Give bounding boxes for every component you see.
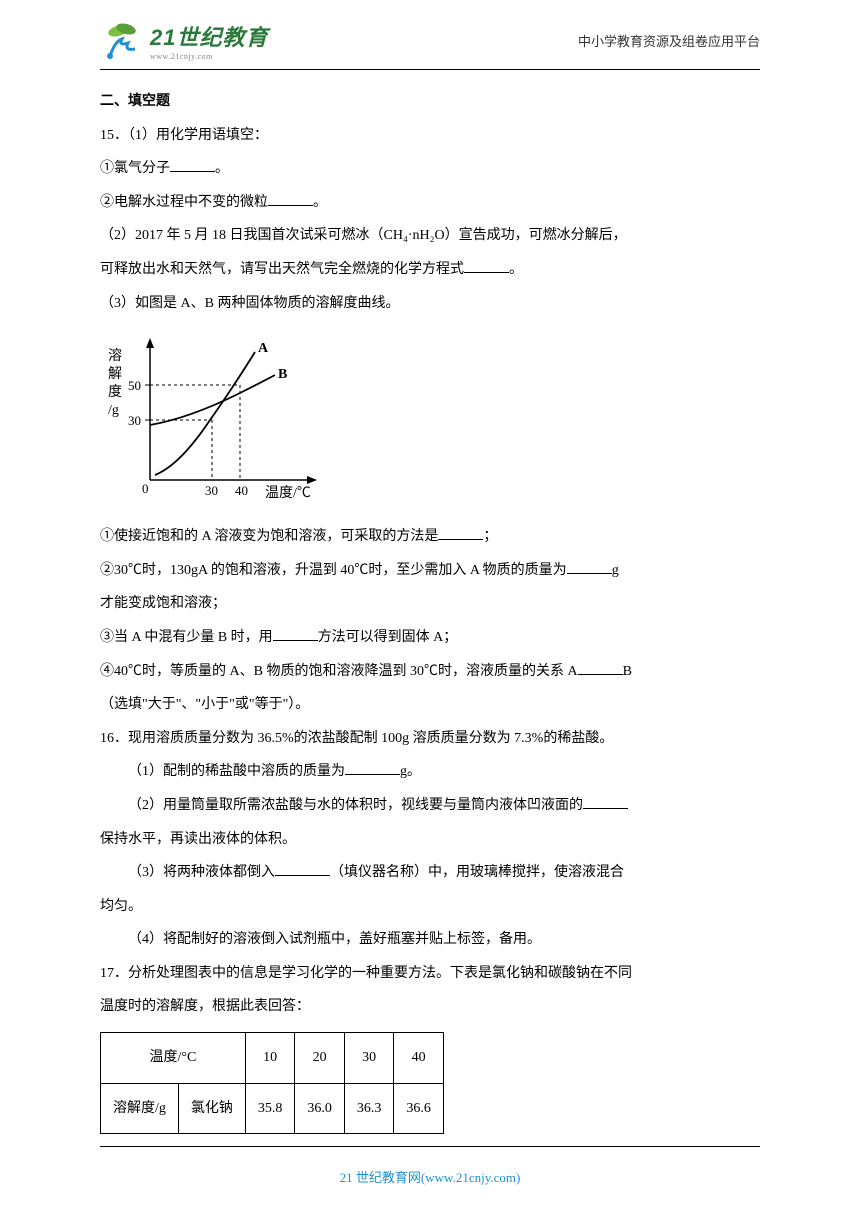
blank-field[interactable]: [170, 156, 215, 172]
footer-text: 21 世纪教育网(www.21cnjy.com): [340, 1170, 521, 1185]
svg-text:/g: /g: [108, 403, 119, 418]
q16-p3c: 均匀。: [100, 890, 760, 924]
blank-field[interactable]: [438, 524, 483, 540]
q15-part2b: 可释放出水和天然气，请写出天然气完全燃烧的化学方程式。: [100, 253, 760, 287]
q15-sub1: ①使接近饱和的 A 溶液变为饱和溶液，可采取的方法是；: [100, 520, 760, 554]
solubility-chart: 溶 解 度 /g 0 50 30 30 40 温度/℃ A B: [100, 330, 330, 510]
q15-sub4a: ④40℃时，等质量的 A、B 物质的饱和溶液降温到 30℃时，溶液质量的关系 A…: [100, 655, 760, 689]
q15-part2: （2）2017 年 5 月 18 日我国首次试采可燃冰（CH₄·nH₂O）宣告成…: [100, 219, 760, 253]
logo-text-group: 21世纪教育 www.21cnjy.com: [150, 20, 268, 61]
solubility-table: 温度/°C 10 20 30 40 溶解度/g 氯化钠 35.8 36.0 36…: [100, 1032, 444, 1134]
page-footer: 21 世纪教育网(www.21cnjy.com): [100, 1146, 760, 1186]
q16-line1: 16．现用溶质质量分数为 36.5%的浓盐酸配制 100g 溶质质量分数为 7.…: [100, 722, 760, 756]
logo-area: 21世纪教育 www.21cnjy.com: [100, 20, 268, 61]
blank-field[interactable]: [464, 257, 509, 273]
blank-field[interactable]: [268, 190, 313, 206]
svg-text:30: 30: [128, 413, 141, 428]
blank-field[interactable]: [578, 659, 623, 675]
section-heading: 二、填空题: [100, 85, 760, 119]
q16-p2b: 保持水平，再读出液体的体积。: [100, 823, 760, 857]
curve-a: [155, 352, 255, 475]
content-area: 二、填空题 15．（1）用化学用语填空： ①氯气分子。 ②电解水过程中不变的微粒…: [0, 70, 860, 1154]
svg-text:50: 50: [128, 378, 141, 393]
chart-origin: 0: [142, 481, 149, 496]
q15-sub2a: ②30℃时，130gA 的饱和溶液，升温到 40℃时，至少需加入 A 物质的质量…: [100, 554, 760, 588]
blank-field[interactable]: [273, 625, 318, 641]
q16-p4: （4）将配制好的溶液倒入试剂瓶中，盖好瓶塞并贴上标签，备用。: [100, 923, 760, 957]
svg-text:度: 度: [108, 384, 122, 400]
page-header: 21世纪教育 www.21cnjy.com 中小学教育资源及组卷应用平台: [100, 0, 760, 70]
svg-text:B: B: [278, 367, 287, 382]
table-row: 温度/°C 10 20 30 40: [101, 1033, 444, 1084]
blank-field[interactable]: [583, 793, 628, 809]
logo-main-text: 21世纪教育: [150, 20, 268, 52]
header-right-text: 中小学教育资源及组卷应用平台: [578, 31, 760, 50]
blank-field[interactable]: [345, 759, 400, 775]
logo-sub-text: www.21cnjy.com: [150, 52, 268, 61]
svg-text:30: 30: [205, 483, 218, 498]
q15-sub4b: （选填"大于"、"小于"或"等于"）。: [100, 688, 760, 722]
q17-line2: 温度时的溶解度，根据此表回答：: [100, 990, 760, 1024]
svg-text:解: 解: [108, 366, 122, 382]
chart-ylabel: 溶: [108, 348, 122, 364]
q15-line1: 15．（1）用化学用语填空：: [100, 119, 760, 153]
q15-item1: ①氯气分子。: [100, 152, 760, 186]
q15-part3: （3）如图是 A、B 两种固体物质的溶解度曲线。: [100, 287, 760, 321]
q15-item2: ②电解水过程中不变的微粒。: [100, 186, 760, 220]
q16-p1: （1）配制的稀盐酸中溶质的质量为g。: [100, 755, 760, 789]
q16-p3a: （3）将两种液体都倒入（填仪器名称）中，用玻璃棒搅拌，使溶液混合: [100, 856, 760, 890]
q15-sub2b: 才能变成饱和溶液；: [100, 587, 760, 621]
q16-p2a: （2）用量筒量取所需浓盐酸与水的体积时，视线要与量筒内液体凹液面的: [100, 789, 760, 823]
q15-sub3: ③当 A 中混有少量 B 时，用方法可以得到固体 A；: [100, 621, 760, 655]
logo-icon: [100, 21, 145, 61]
q17-line1: 17．分析处理图表中的信息是学习化学的一种重要方法。下表是氯化钠和碳酸钠在不同: [100, 957, 760, 991]
svg-text:A: A: [258, 341, 269, 356]
table-row: 溶解度/g 氯化钠 35.8 36.0 36.3 36.6: [101, 1083, 444, 1134]
blank-field[interactable]: [567, 558, 612, 574]
chart-xlabel: 温度/℃: [265, 485, 311, 501]
blank-field[interactable]: [275, 860, 330, 876]
svg-text:40: 40: [235, 483, 248, 498]
